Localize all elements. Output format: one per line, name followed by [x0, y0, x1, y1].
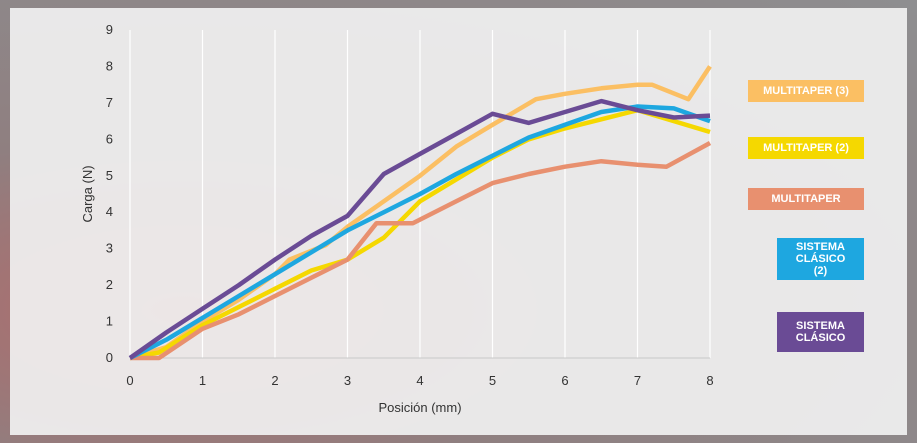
y-tick-label: 9	[106, 22, 113, 37]
series-line-4	[128, 104, 711, 361]
x-tick-label: 1	[199, 373, 206, 388]
legend-item: MULTITAPER (2)	[748, 137, 864, 159]
series-line-5	[128, 98, 711, 360]
legend-item: SISTEMA CLÁSICO (2)	[777, 238, 864, 280]
x-tick-label: 2	[271, 373, 278, 388]
legend-item: MULTITAPER	[748, 188, 864, 210]
y-tick-label: 7	[106, 95, 113, 110]
y-tick-label: 3	[106, 241, 113, 256]
y-tick-label: 6	[106, 131, 113, 146]
x-tick-label: 6	[561, 373, 568, 388]
x-tick-label: 5	[489, 373, 496, 388]
x-tick-label: 8	[706, 373, 713, 388]
legend-item: SISTEMA CLÁSICO	[777, 312, 864, 352]
x-tick-label: 3	[344, 373, 351, 388]
series-line-1	[129, 65, 712, 361]
y-tick-label: 1	[106, 314, 113, 329]
y-tick-label: 8	[106, 58, 113, 73]
legend-item: MULTITAPER (3)	[748, 80, 864, 102]
series-line-2	[129, 107, 711, 361]
y-axis-title: Carga (N)	[80, 165, 95, 222]
series-line-3	[130, 141, 712, 361]
y-tick-label: 4	[106, 204, 113, 219]
x-axis-title: Posición (mm)	[378, 400, 461, 415]
x-tick-label: 4	[416, 373, 423, 388]
y-tick-label: 5	[106, 168, 113, 183]
x-tick-label: 7	[634, 373, 641, 388]
chart-panel	[10, 8, 907, 435]
x-tick-label: 0	[126, 373, 133, 388]
y-tick-label: 0	[106, 350, 113, 365]
y-tick-label: 2	[106, 277, 113, 292]
